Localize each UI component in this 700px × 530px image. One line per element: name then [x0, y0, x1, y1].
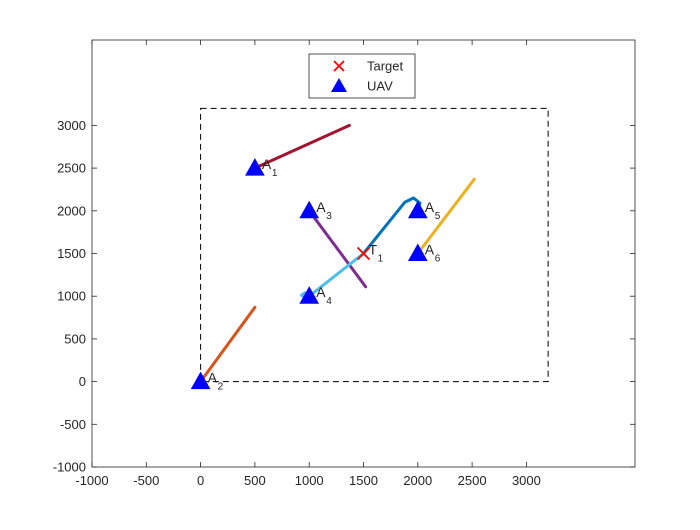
- x-tick-label: 500: [244, 473, 266, 488]
- x-tick-label: 0: [197, 473, 204, 488]
- uav-marker: [245, 158, 265, 176]
- target-label: T: [369, 242, 378, 258]
- y-tick-label: 2500: [57, 161, 86, 176]
- uav-marker: [299, 200, 320, 219]
- x-tick-label: 2000: [403, 473, 432, 488]
- legend: Target UAV: [308, 53, 416, 99]
- uav-marker: [407, 200, 428, 219]
- y-tick-label: -1000: [53, 460, 86, 475]
- path-layer: [199, 123, 476, 384]
- uav-label-subscript: 4: [326, 296, 332, 307]
- uav-marker: [407, 243, 428, 261]
- x-tick-label: 1500: [349, 473, 378, 488]
- legend-uav-icon: [331, 78, 347, 92]
- y-tick-label: 3000: [57, 118, 86, 133]
- uav-label: A: [316, 284, 326, 300]
- uav-label: A: [316, 199, 326, 215]
- uav-label: A: [425, 242, 435, 258]
- uav-label: A: [425, 199, 435, 215]
- x-tick-label: 2500: [458, 473, 487, 488]
- y-tick-label: -500: [60, 417, 86, 432]
- y-tick-label: 0: [79, 374, 86, 389]
- uav-trajectory: [199, 305, 257, 384]
- marker-layer: [190, 158, 428, 390]
- uav-marker: [299, 286, 320, 304]
- uav-label-subscript: 2: [218, 382, 224, 393]
- uav-trajectory: [416, 177, 476, 255]
- x-tick-label: -500: [133, 473, 159, 488]
- legend-entry-label: Target: [367, 59, 404, 74]
- uav-trajectory: [253, 123, 351, 170]
- x-tick-label: 3000: [512, 473, 541, 488]
- legend-entry-label: UAV: [367, 79, 393, 94]
- uav-label-subscript: 6: [435, 254, 441, 265]
- uav-label-subscript: 1: [272, 168, 278, 179]
- legend-target-icon: [333, 60, 345, 72]
- uav-label: A: [262, 156, 272, 172]
- y-tick-label: 2000: [57, 203, 86, 218]
- y-tick-label: 1500: [57, 246, 86, 261]
- target-label-subscript: 1: [378, 254, 384, 265]
- uav-trajectory: [307, 209, 368, 289]
- x-tick-label: -1000: [75, 473, 108, 488]
- uav-label-subscript: 3: [326, 211, 332, 222]
- legend-box: [308, 53, 416, 99]
- x-tick-label: 1000: [295, 473, 324, 488]
- boundary-layer: [200, 107, 549, 383]
- mission-boundary: [200, 107, 549, 383]
- y-tick-label: 500: [64, 331, 86, 346]
- uav-label: A: [208, 370, 218, 386]
- target-marker-stroke-b: [356, 246, 371, 261]
- tick-layer: -1000 -500 0 500 1000 1500 2000 2500 3000-1000-5…: [53, 40, 635, 488]
- uav-marker: [190, 371, 211, 390]
- y-tick-label: 1000: [57, 289, 86, 304]
- uav-label-subscript: 5: [435, 211, 441, 222]
